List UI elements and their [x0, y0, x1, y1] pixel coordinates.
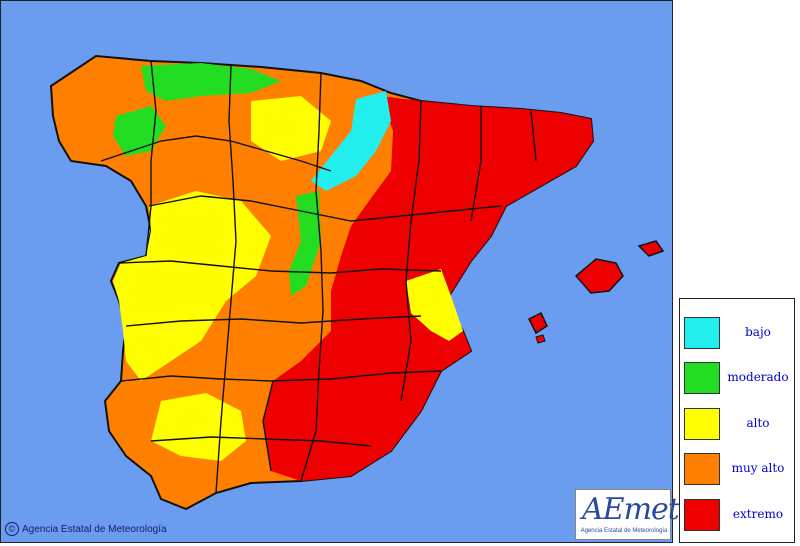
legend-label: muy alto [731, 461, 785, 475]
copyright-icon: © [5, 522, 19, 536]
legend-label: extremo [732, 507, 784, 521]
region-alto-valencia [406, 269, 463, 341]
logo-subtitle: Agencia Estatal de Meteorología [580, 528, 668, 534]
region-alto-west [113, 191, 271, 381]
legend-swatch [684, 408, 720, 440]
legend-item-alto: alto [680, 406, 796, 446]
legend-item-bajo: bajo [680, 315, 796, 355]
spain-map-svg [49, 54, 665, 511]
legend-label: moderado [727, 370, 789, 384]
legend-item-extremo: extremo [680, 497, 796, 537]
island-mallorca [574, 258, 624, 294]
legend-swatch [684, 362, 720, 394]
legend-label: alto [746, 416, 770, 430]
credit-line: © Agencia Estatal de Meteorología [5, 520, 167, 538]
legend-swatch [684, 317, 720, 349]
island-ibiza [527, 311, 548, 335]
credit-text: Agencia Estatal de Meteorología [22, 523, 167, 535]
legend: bajo moderado alto muy alto extremo [679, 298, 795, 543]
risk-map: © Agencia Estatal de Meteorología AEmet … [0, 0, 680, 543]
region-bajo-navarra [311, 91, 391, 191]
aemet-logo: AEmet Agencia Estatal de Meteorología [575, 489, 680, 540]
legend-swatch [684, 453, 720, 485]
province-borders [100, 60, 537, 494]
logo-wordmark: AEmet [582, 492, 680, 527]
region-moderado-north [141, 63, 281, 101]
legend-item-moderado: moderado [680, 360, 796, 400]
island-formentera [535, 334, 546, 344]
region-alto-north [251, 96, 331, 161]
island-menorca [637, 240, 665, 257]
legend-label: bajo [745, 325, 771, 339]
region-moderado-central [289, 191, 321, 296]
legend-swatch [684, 499, 720, 531]
legend-item-muy-alto: muy alto [680, 451, 796, 491]
